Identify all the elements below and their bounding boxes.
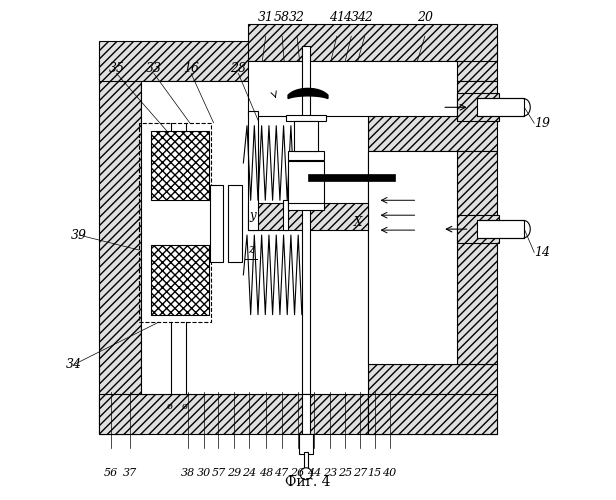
Text: 29: 29 xyxy=(227,468,241,478)
Text: 56: 56 xyxy=(103,468,118,478)
Bar xyxy=(209,186,224,262)
Text: 28: 28 xyxy=(230,62,246,75)
Bar xyxy=(283,200,288,230)
Text: ø: ø xyxy=(167,402,172,410)
Bar xyxy=(99,61,142,434)
Text: y: y xyxy=(249,208,256,222)
Bar xyxy=(368,394,497,434)
Text: 19: 19 xyxy=(534,116,550,130)
Text: 35: 35 xyxy=(108,62,124,75)
Text: 41: 41 xyxy=(329,11,345,24)
Bar xyxy=(288,150,324,160)
Bar xyxy=(248,61,457,116)
Bar xyxy=(99,41,368,81)
Bar xyxy=(477,98,524,116)
Text: 34: 34 xyxy=(67,358,83,371)
Text: 42: 42 xyxy=(357,11,373,24)
Bar xyxy=(457,215,500,242)
Bar xyxy=(304,452,309,471)
Bar xyxy=(368,41,497,81)
Text: 15: 15 xyxy=(368,468,382,478)
Bar xyxy=(368,81,497,150)
Text: 48: 48 xyxy=(259,468,273,478)
Text: 37: 37 xyxy=(123,468,137,478)
Text: 44: 44 xyxy=(307,468,322,478)
Bar xyxy=(248,24,497,61)
Text: 16: 16 xyxy=(183,62,199,75)
Text: 14: 14 xyxy=(534,246,550,259)
Bar xyxy=(248,111,258,230)
Bar xyxy=(302,46,310,394)
Bar xyxy=(457,150,497,364)
Bar xyxy=(229,186,242,262)
Bar xyxy=(286,115,326,120)
Bar xyxy=(152,245,209,314)
Bar xyxy=(152,130,209,200)
Text: 33: 33 xyxy=(146,62,162,75)
Circle shape xyxy=(300,468,312,479)
Bar xyxy=(288,203,324,210)
Text: 26: 26 xyxy=(290,468,305,478)
Bar xyxy=(294,120,318,150)
Bar xyxy=(368,364,497,434)
Text: 58: 58 xyxy=(274,11,290,24)
Bar xyxy=(368,150,457,364)
Text: X: X xyxy=(354,216,362,229)
Text: 47: 47 xyxy=(275,468,289,478)
Text: Фиг. 4: Фиг. 4 xyxy=(285,474,331,488)
Bar xyxy=(457,94,500,120)
Text: ø: ø xyxy=(182,402,188,410)
Bar xyxy=(308,174,395,182)
Bar xyxy=(139,123,211,322)
Bar xyxy=(302,394,310,434)
Bar xyxy=(99,394,368,434)
Polygon shape xyxy=(288,88,328,99)
Text: 27: 27 xyxy=(352,468,367,478)
Text: 23: 23 xyxy=(323,468,338,478)
Bar xyxy=(142,81,368,394)
Bar xyxy=(477,220,524,238)
Text: 24: 24 xyxy=(242,468,256,478)
Text: 40: 40 xyxy=(383,468,397,478)
Text: 38: 38 xyxy=(180,468,195,478)
Text: 31: 31 xyxy=(257,11,274,24)
Bar xyxy=(248,203,368,230)
Bar xyxy=(299,434,313,454)
Text: 39: 39 xyxy=(71,228,87,241)
Text: z: z xyxy=(248,244,254,256)
Text: 30: 30 xyxy=(197,468,211,478)
Text: 43: 43 xyxy=(343,11,359,24)
Bar xyxy=(288,160,324,205)
Text: 57: 57 xyxy=(211,468,225,478)
Text: 20: 20 xyxy=(417,11,433,24)
Text: 32: 32 xyxy=(289,11,305,24)
Text: 25: 25 xyxy=(338,468,352,478)
